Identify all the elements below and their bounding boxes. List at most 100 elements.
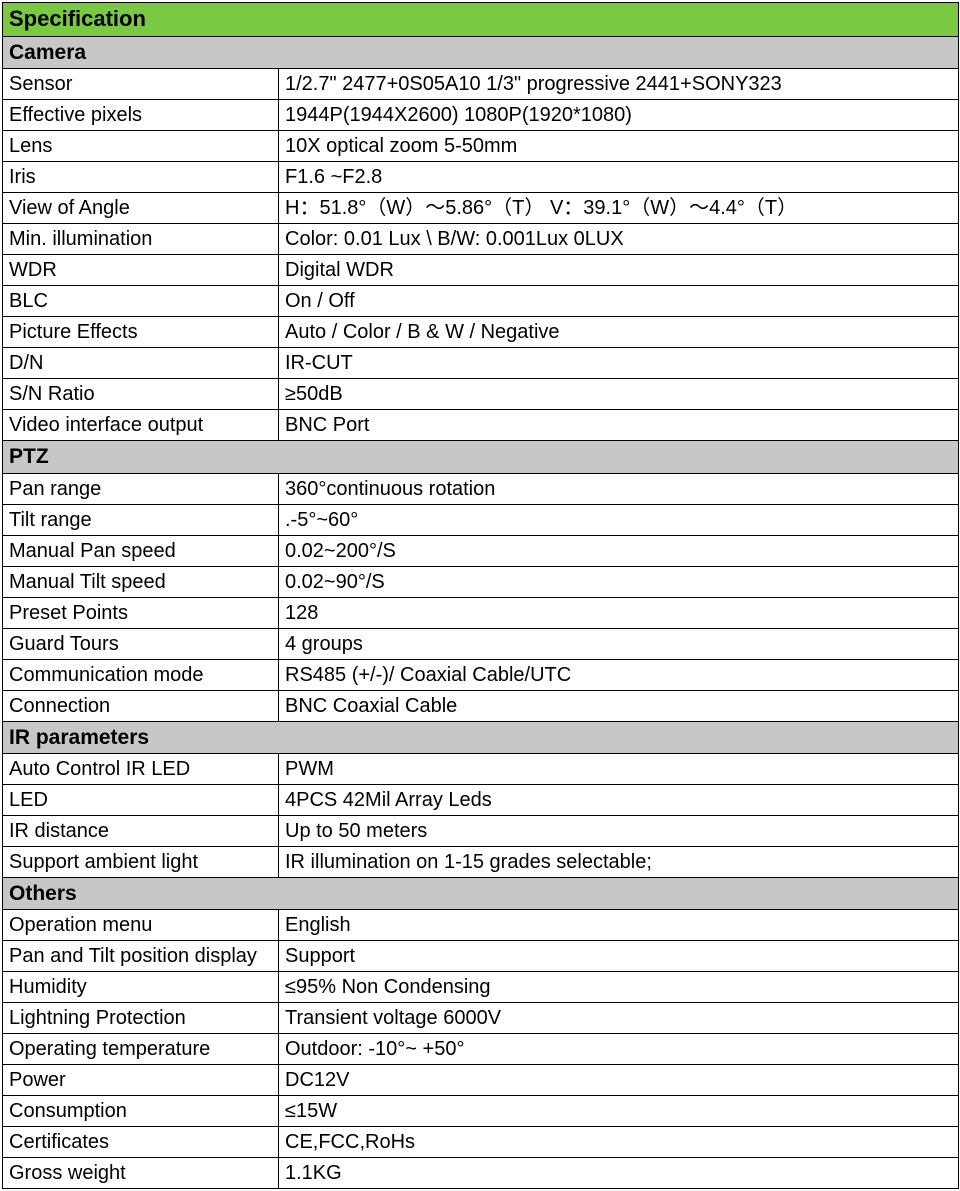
spec-label: BLC <box>3 286 279 317</box>
spec-value: Digital WDR <box>279 255 959 286</box>
spec-value: CE,FCC,RoHs <box>279 1127 959 1158</box>
spec-value: 1944P(1944X2600) 1080P(1920*1080) <box>279 100 959 131</box>
table-row: WDRDigital WDR <box>3 255 959 286</box>
spec-value: 4 groups <box>279 628 959 659</box>
spec-value: 1/2.7" 2477+0S05A10 1/3" progressive 244… <box>279 69 959 100</box>
spec-value: Support <box>279 941 959 972</box>
spec-label: Manual Pan speed <box>3 535 279 566</box>
spec-value: 1.1KG <box>279 1158 959 1189</box>
spec-label: LED <box>3 784 279 815</box>
table-row: Support ambient lightIR illumination on … <box>3 846 959 877</box>
spec-label: Lens <box>3 131 279 162</box>
spec-value: 10X optical zoom 5-50mm <box>279 131 959 162</box>
table-row: Sensor1/2.7" 2477+0S05A10 1/3" progressi… <box>3 69 959 100</box>
spec-value: ≤95% Non Condensing <box>279 972 959 1003</box>
spec-label: S/N Ratio <box>3 379 279 410</box>
table-row: Consumption≤15W <box>3 1096 959 1127</box>
table-row: Lightning ProtectionTransient voltage 60… <box>3 1003 959 1034</box>
spec-value: .-5°~60° <box>279 504 959 535</box>
spec-value: Outdoor: -10°~ +50° <box>279 1034 959 1065</box>
table-row: Tilt range.-5°~60° <box>3 504 959 535</box>
spec-label: Humidity <box>3 972 279 1003</box>
spec-label: Connection <box>3 690 279 721</box>
table-row: Communication modeRS485 (+/-)/ Coaxial C… <box>3 659 959 690</box>
table-row: Gross weight1.1KG <box>3 1158 959 1189</box>
spec-label: Auto Control IR LED <box>3 753 279 784</box>
table-row: Min. illuminationColor: 0.01 Lux \ B/W: … <box>3 224 959 255</box>
section-header: Camera <box>3 37 959 69</box>
table-row: D/NIR-CUT <box>3 348 959 379</box>
spec-label: Pan and Tilt position display <box>3 941 279 972</box>
table-row: IrisF1.6 ~F2.8 <box>3 162 959 193</box>
table-row: IR distanceUp to 50 meters <box>3 815 959 846</box>
spec-value: 360°continuous rotation <box>279 473 959 504</box>
table-row: View of AngleH：51.8°（W）～5.86°（T） V：39.1°… <box>3 193 959 224</box>
spec-value: On / Off <box>279 286 959 317</box>
spec-label: Consumption <box>3 1096 279 1127</box>
spec-label: Certificates <box>3 1127 279 1158</box>
table-row: Picture EffectsAuto / Color / B & W / Ne… <box>3 317 959 348</box>
spec-label: Tilt range <box>3 504 279 535</box>
spec-label: Iris <box>3 162 279 193</box>
table-row: LED4PCS 42Mil Array Leds <box>3 784 959 815</box>
table-row: Humidity≤95% Non Condensing <box>3 972 959 1003</box>
spec-label: Min. illumination <box>3 224 279 255</box>
spec-label: Gross weight <box>3 1158 279 1189</box>
table-row: Pan range360°continuous rotation <box>3 473 959 504</box>
spec-value: Color: 0.01 Lux \ B/W: 0.001Lux 0LUX <box>279 224 959 255</box>
spec-value: Auto / Color / B & W / Negative <box>279 317 959 348</box>
spec-label: Pan range <box>3 473 279 504</box>
spec-label: View of Angle <box>3 193 279 224</box>
spec-label: Power <box>3 1065 279 1096</box>
spec-value: 128 <box>279 597 959 628</box>
spec-value: 0.02~90°/S <box>279 566 959 597</box>
spec-label: D/N <box>3 348 279 379</box>
table-row: CertificatesCE,FCC,RoHs <box>3 1127 959 1158</box>
table-row: ConnectionBNC Coaxial Cable <box>3 690 959 721</box>
spec-label: IR distance <box>3 815 279 846</box>
table-title: Specification <box>3 3 959 37</box>
spec-label: Communication mode <box>3 659 279 690</box>
table-row: Video interface outputBNC Port <box>3 410 959 441</box>
spec-value: BNC Port <box>279 410 959 441</box>
spec-label: Lightning Protection <box>3 1003 279 1034</box>
spec-value: ≤15W <box>279 1096 959 1127</box>
table-row: S/N Ratio≥50dB <box>3 379 959 410</box>
spec-label: Video interface output <box>3 410 279 441</box>
table-row: Guard Tours4 groups <box>3 628 959 659</box>
table-row: Preset Points128 <box>3 597 959 628</box>
table-row: Operation menuEnglish <box>3 910 959 941</box>
table-row: Manual Tilt speed0.02~90°/S <box>3 566 959 597</box>
spec-value: RS485 (+/-)/ Coaxial Cable/UTC <box>279 659 959 690</box>
spec-label: Operating temperature <box>3 1034 279 1065</box>
spec-label: Guard Tours <box>3 628 279 659</box>
spec-label: Manual Tilt speed <box>3 566 279 597</box>
table-row: Lens10X optical zoom 5-50mm <box>3 131 959 162</box>
spec-value: Up to 50 meters <box>279 815 959 846</box>
spec-value: 4PCS 42Mil Array Leds <box>279 784 959 815</box>
spec-label: Operation menu <box>3 910 279 941</box>
section-header: IR parameters <box>3 721 959 753</box>
spec-value: Transient voltage 6000V <box>279 1003 959 1034</box>
table-row: BLCOn / Off <box>3 286 959 317</box>
spec-value: H：51.8°（W）～5.86°（T） V：39.1°（W）～4.4°（T） <box>279 193 959 224</box>
spec-value: F1.6 ~F2.8 <box>279 162 959 193</box>
table-row: Manual Pan speed0.02~200°/S <box>3 535 959 566</box>
table-row: Power DC12V <box>3 1065 959 1096</box>
spec-label: WDR <box>3 255 279 286</box>
spec-value: IR illumination on 1-15 grades selectabl… <box>279 846 959 877</box>
table-row: Operating temperatureOutdoor: -10°~ +50° <box>3 1034 959 1065</box>
spec-value: 0.02~200°/S <box>279 535 959 566</box>
spec-value: IR-CUT <box>279 348 959 379</box>
table-row: Pan and Tilt position displaySupport <box>3 941 959 972</box>
spec-value: BNC Coaxial Cable <box>279 690 959 721</box>
spec-table: SpecificationCameraSensor1/2.7" 2477+0S0… <box>2 2 959 1189</box>
spec-label: Effective pixels <box>3 100 279 131</box>
table-row: Auto Control IR LEDPWM <box>3 753 959 784</box>
spec-value: English <box>279 910 959 941</box>
spec-value: DC12V <box>279 1065 959 1096</box>
spec-label: Picture Effects <box>3 317 279 348</box>
spec-value: ≥50dB <box>279 379 959 410</box>
spec-label: Preset Points <box>3 597 279 628</box>
section-header: Others <box>3 877 959 909</box>
